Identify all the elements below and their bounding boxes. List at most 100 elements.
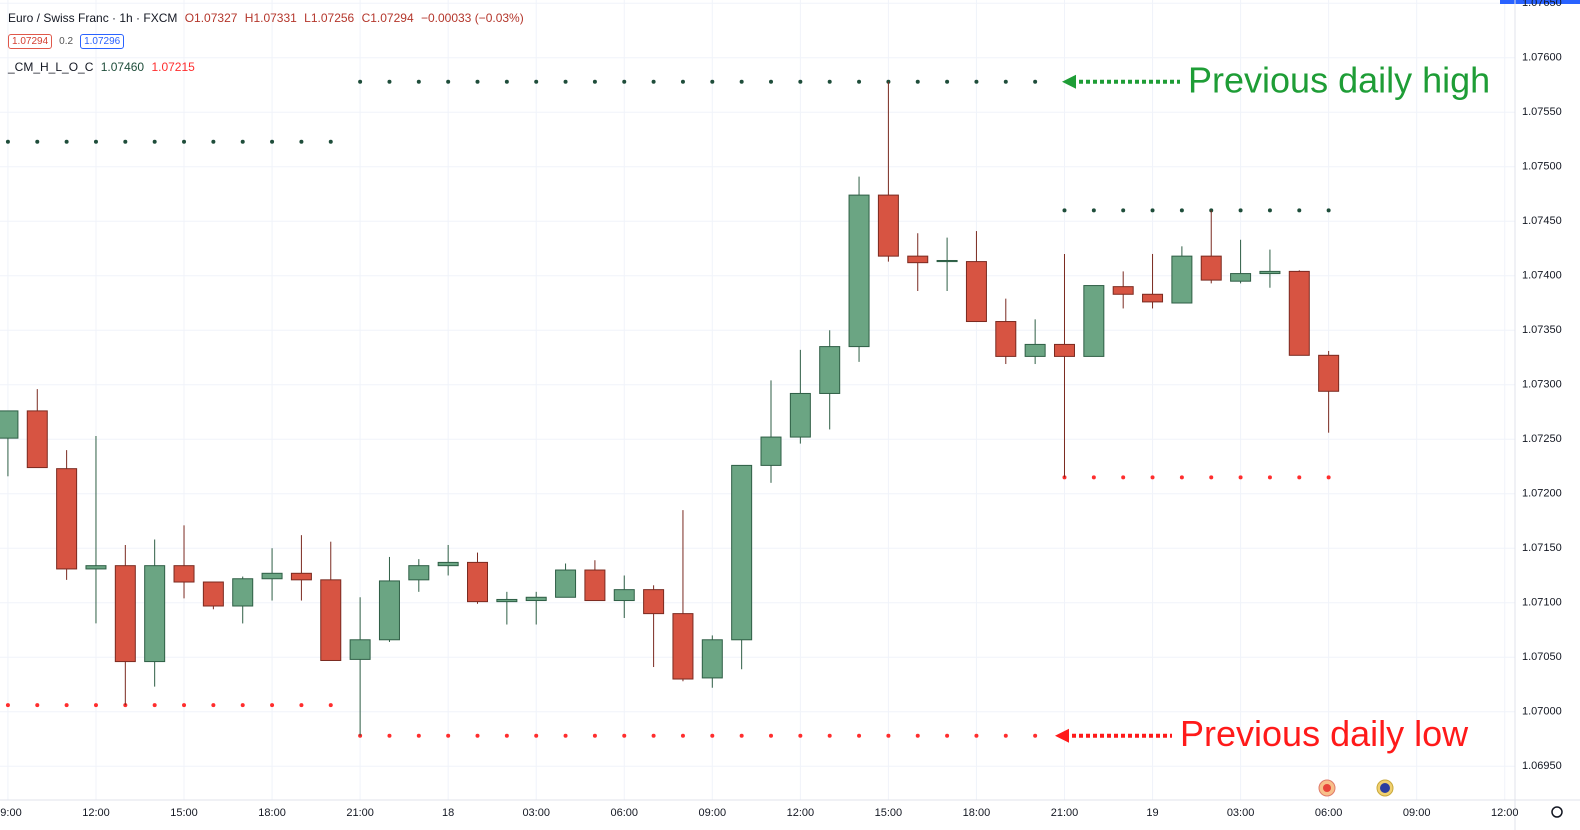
daily-low-dot: [651, 733, 656, 738]
daily-high-dot: [93, 139, 98, 144]
price-marker: [1500, 0, 1580, 4]
candle-body: [731, 464, 753, 641]
daily-high-dot: [152, 139, 157, 144]
symbol-title: Euro / Swiss Franc · 1h · FXCM: [8, 11, 178, 25]
candle-body: [232, 578, 254, 607]
y-tick-label: 1.07250: [1522, 433, 1562, 445]
candle-body: [555, 569, 577, 598]
daily-high-dot: [5, 139, 10, 144]
daily-low-dot: [1267, 475, 1272, 480]
daily-high-dot: [915, 79, 920, 84]
settings-icon[interactable]: [1551, 806, 1563, 818]
daily-high-dot: [1238, 208, 1243, 213]
daily-low-dot: [1150, 475, 1155, 480]
daily-high-dot: [387, 79, 392, 84]
daily-low-dot: [387, 733, 392, 738]
candle-body: [936, 259, 958, 263]
annotation-text: Previous daily high: [1188, 59, 1490, 100]
daily-high-dot: [1091, 208, 1096, 213]
candle-body: [1230, 273, 1252, 282]
y-tick-label: 1.06950: [1522, 760, 1562, 772]
daily-high-dot: [1267, 208, 1272, 213]
x-tick-label: 21:00: [1051, 807, 1079, 819]
y-tick-label: 1.07300: [1522, 379, 1562, 391]
daily-high-dot: [504, 79, 509, 84]
annotation-arrow-head: [1062, 74, 1076, 89]
y-tick-label: 1.07600: [1522, 52, 1562, 64]
daily-low-dot: [416, 733, 421, 738]
daily-low-dot: [1209, 475, 1214, 480]
daily-low-dot: [93, 703, 98, 708]
daily-high-dot: [1179, 208, 1184, 213]
candle-body: [907, 255, 929, 264]
daily-low-dot: [827, 733, 832, 738]
daily-low-dot: [299, 703, 304, 708]
daily-high-dot: [651, 79, 656, 84]
daily-low-dot: [182, 703, 187, 708]
daily-low-dot: [857, 733, 862, 738]
daily-high-dot: [1003, 79, 1008, 84]
daily-low-dot: [328, 703, 333, 708]
x-tick-label: 06:00: [610, 807, 638, 819]
x-tick-label: 03:00: [1227, 807, 1255, 819]
daily-high-dot: [1062, 208, 1067, 213]
y-tick-label: 1.07650: [1522, 0, 1562, 9]
spread: 0.2: [59, 36, 74, 47]
daily-high-dot: [35, 139, 40, 144]
daily-low-dot: [1033, 733, 1038, 738]
daily-low-dot: [1297, 475, 1302, 480]
candle-body: [1112, 286, 1134, 295]
candle-body: [1142, 293, 1164, 303]
bid-badge[interactable]: 1.07294: [8, 34, 53, 49]
daily-low-dot: [680, 733, 685, 738]
daily-high-dot: [622, 79, 627, 84]
candle-body: [701, 639, 723, 679]
x-tick-label: 03:00: [522, 807, 550, 819]
event-icon-dot: [1380, 783, 1390, 793]
daily-high-dot: [945, 79, 950, 84]
daily-high-dot: [1033, 79, 1038, 84]
event-icon-dot: [1323, 784, 1331, 792]
y-tick-label: 1.07100: [1522, 597, 1562, 609]
candle-body: [877, 194, 899, 257]
x-tick-label: 09:00: [699, 807, 727, 819]
daily-high-dot: [270, 139, 275, 144]
daily-high-dot: [299, 139, 304, 144]
daily-high-dot: [358, 79, 363, 84]
candle-body: [1200, 255, 1222, 281]
daily-low-dot: [211, 703, 216, 708]
daily-low-dot: [1179, 475, 1184, 480]
ask-badge[interactable]: 1.07296: [80, 34, 125, 49]
daily-low-dot: [945, 733, 950, 738]
daily-low-dot: [504, 733, 509, 738]
y-tick-label: 1.07400: [1522, 270, 1562, 282]
candle-body: [613, 589, 635, 602]
daily-low-dot: [915, 733, 920, 738]
badges: 1.07294 0.2 1.07296: [8, 33, 128, 49]
daily-high-dot: [328, 139, 333, 144]
daily-high-dot: [974, 79, 979, 84]
daily-low-dot: [769, 733, 774, 738]
daily-low-dot: [475, 733, 480, 738]
candle-body: [1083, 285, 1105, 357]
daily-high-dot: [182, 139, 187, 144]
candle-body: [26, 410, 48, 469]
daily-low-dot: [1091, 475, 1096, 480]
y-tick-label: 1.07550: [1522, 106, 1562, 118]
daily-low-dot: [1326, 475, 1331, 480]
candle-body: [0, 410, 19, 439]
annotation-text: Previous daily low: [1180, 713, 1469, 754]
ohlc-high: H1.07331: [244, 11, 297, 25]
daily-low-dot: [798, 733, 803, 738]
candle-body: [467, 561, 489, 603]
daily-low-dot: [739, 733, 744, 738]
daily-high-dot: [211, 139, 216, 144]
ohlc-change: −0.00033 (−0.03%): [420, 11, 524, 25]
daily-high-dot: [680, 79, 685, 84]
daily-high-dot: [1121, 208, 1126, 213]
x-tick-label: 19: [1146, 807, 1158, 819]
candle-body: [349, 639, 371, 660]
candle-body: [173, 565, 195, 583]
candle-body: [1024, 343, 1046, 357]
